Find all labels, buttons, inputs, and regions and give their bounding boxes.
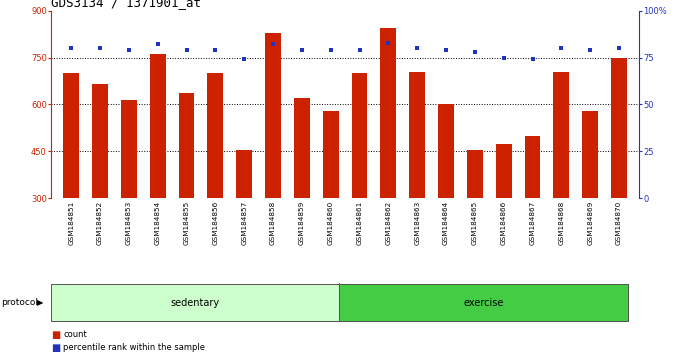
Bar (524, 136, 541, 292)
Point (325, 47, 336, 53)
Text: percentile rank within the sample: percentile rank within the sample (63, 343, 205, 352)
Bar (323, 111, 339, 292)
Bar (121, 100, 137, 292)
Text: GSM184851: GSM184851 (68, 201, 74, 245)
Bar (150, 55, 166, 292)
Bar (294, 98, 310, 292)
Text: GSM184862: GSM184862 (386, 201, 392, 245)
Point (66, 45, 77, 51)
Point (123, 47, 134, 53)
Text: ■: ■ (51, 330, 61, 339)
Bar (496, 143, 511, 292)
Text: GSM184870: GSM184870 (616, 201, 622, 245)
Point (527, 57, 538, 62)
Bar (179, 93, 194, 292)
Text: GSM184867: GSM184867 (530, 201, 536, 245)
Bar (92, 84, 108, 292)
Text: GSM184865: GSM184865 (472, 201, 478, 245)
Point (296, 47, 307, 53)
Point (239, 57, 250, 62)
Text: sedentary: sedentary (171, 298, 220, 308)
Point (210, 47, 221, 53)
Text: GSM184860: GSM184860 (328, 201, 334, 245)
Text: GSM184854: GSM184854 (154, 201, 160, 245)
Point (585, 47, 596, 53)
Bar (438, 104, 454, 292)
Bar (51, 284, 339, 321)
Bar (236, 150, 252, 292)
Text: GSM184864: GSM184864 (443, 201, 449, 245)
Text: GSM184866: GSM184866 (500, 201, 507, 245)
Bar (409, 72, 425, 292)
Bar (554, 72, 569, 292)
Text: GSM184853: GSM184853 (126, 201, 132, 245)
Bar (467, 150, 483, 292)
Point (469, 49, 480, 55)
Text: GSM184855: GSM184855 (184, 201, 190, 245)
Point (95, 45, 105, 51)
Text: GSM184863: GSM184863 (414, 201, 420, 245)
Text: count: count (63, 330, 87, 339)
Text: protocol: protocol (1, 298, 38, 307)
Point (613, 45, 624, 51)
Text: exercise: exercise (463, 298, 504, 308)
Bar (611, 57, 627, 292)
Text: GSM184868: GSM184868 (558, 201, 564, 245)
Text: GSM184861: GSM184861 (356, 201, 362, 245)
Point (556, 45, 567, 51)
Text: GSM184859: GSM184859 (299, 201, 305, 245)
Point (412, 45, 423, 51)
Text: GDS3134 / 1371901_at: GDS3134 / 1371901_at (51, 0, 201, 10)
Text: GSM184852: GSM184852 (97, 201, 103, 245)
Bar (352, 73, 367, 292)
Text: GSM184857: GSM184857 (241, 201, 248, 245)
Bar (582, 111, 598, 292)
Point (354, 47, 365, 53)
Point (152, 41, 163, 47)
Bar (265, 33, 281, 292)
Bar (339, 284, 628, 321)
Point (181, 47, 192, 53)
Bar (63, 73, 79, 292)
Text: GSM184858: GSM184858 (270, 201, 276, 245)
Point (383, 40, 394, 45)
Point (498, 55, 509, 60)
Point (267, 41, 278, 47)
Bar (380, 28, 396, 292)
Text: ▶: ▶ (37, 298, 44, 307)
Text: GSM184856: GSM184856 (212, 201, 218, 245)
Point (441, 47, 452, 53)
Bar (207, 73, 223, 292)
Text: GSM184869: GSM184869 (588, 201, 593, 245)
Text: ■: ■ (51, 343, 61, 353)
